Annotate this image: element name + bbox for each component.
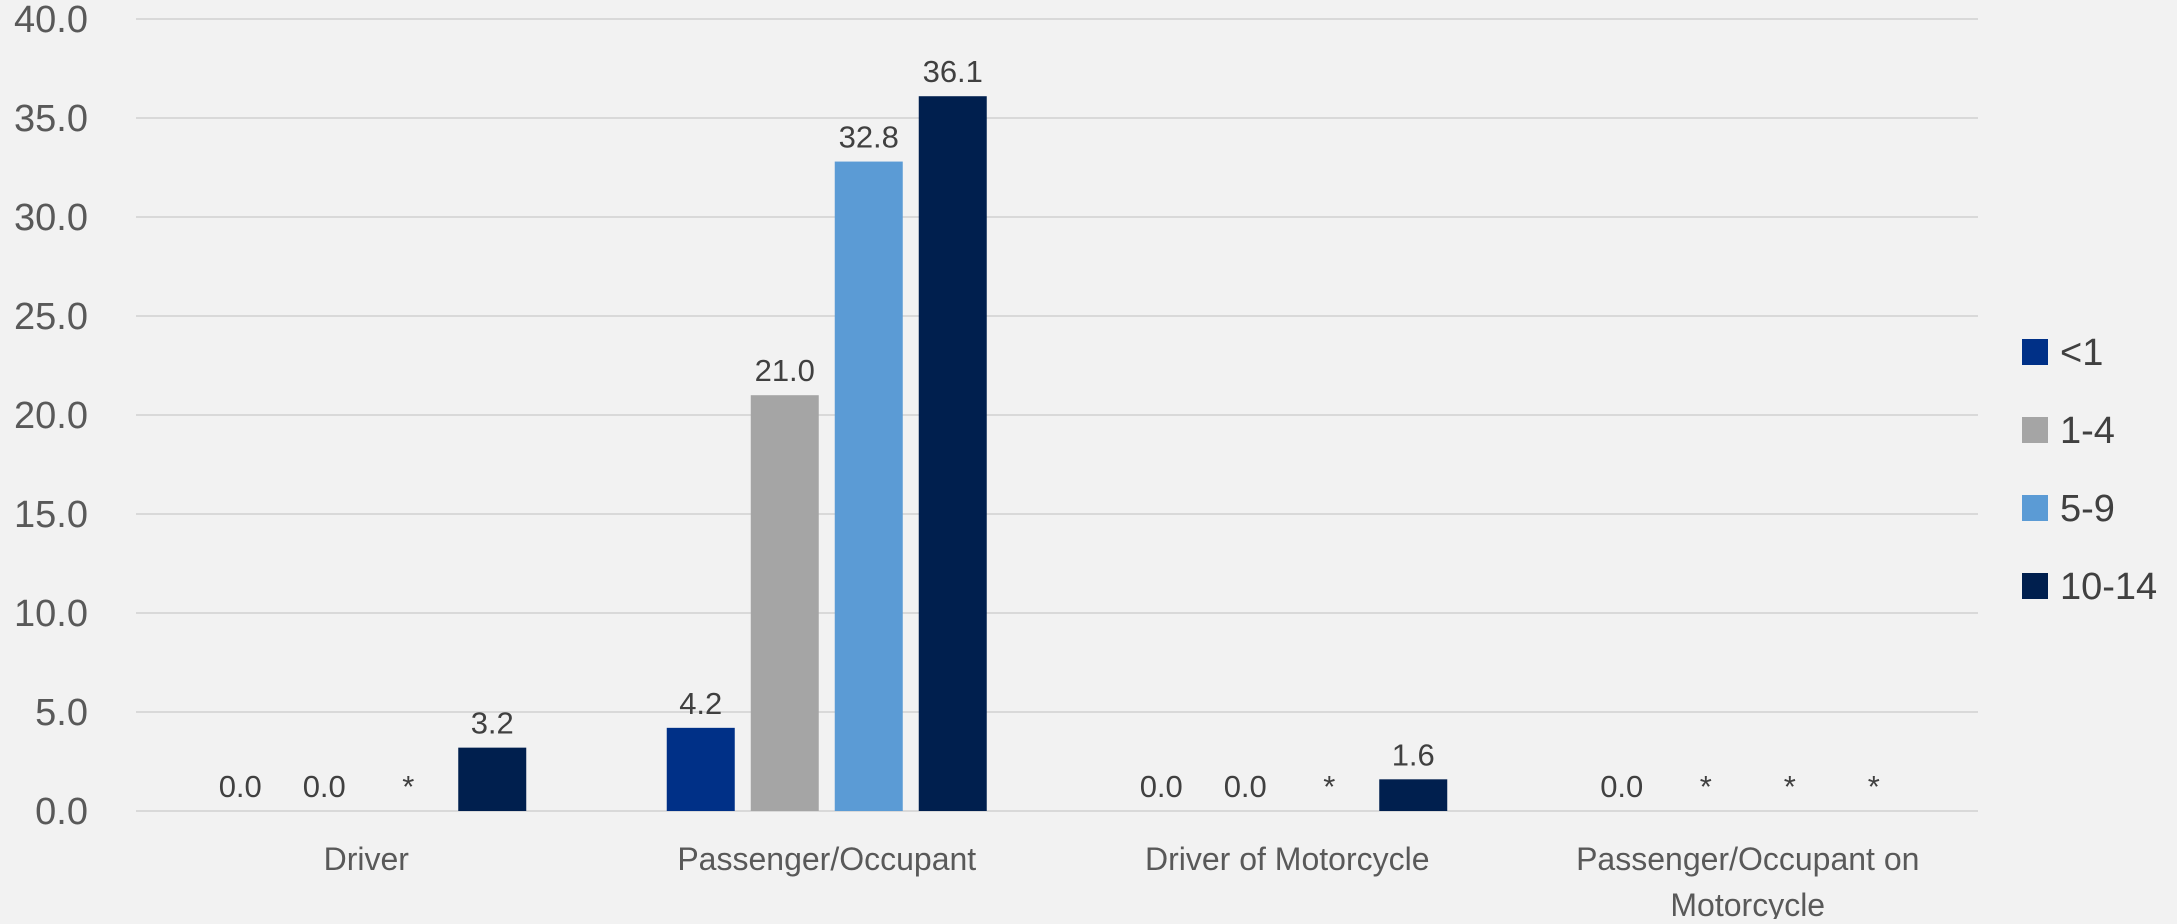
data-label: 21.0 [755,353,815,388]
y-tick-label: 25.0 [14,296,88,338]
data-labels: 0.0 0.0 * 3.2 4.2 21.0 32.8 36.1 0.0 0.0 * 1.6 0.0 * *… [219,54,1880,804]
bars [458,96,1448,812]
legend-label: <1 [2060,332,2103,374]
data-label: 0.0 [1224,769,1267,804]
legend-label: 5-9 [2060,488,2115,530]
legend-swatch [2022,339,2048,365]
y-tick-label: 15.0 [14,494,88,536]
x-tick-label: Passenger/Occupant on Motorcycle [1576,841,1919,919]
y-tick-label: 5.0 [35,692,88,734]
bar [1379,779,1448,811]
legend-swatch [2022,417,2048,443]
y-tick-label: 20.0 [14,395,88,437]
bar [918,96,987,812]
data-label: * [1868,769,1880,804]
legend-swatch [2022,573,2048,599]
bar [458,747,527,811]
data-label: 0.0 [1140,769,1183,804]
legend-label: 1-4 [2060,410,2115,452]
y-tick-label: 0.0 [35,791,88,833]
gridlines [136,18,1978,812]
y-axis-ticks: 0.0 5.0 10.0 15.0 20.0 25.0 30.0 35.0 40.0 [14,0,88,833]
data-label: 0.0 [219,769,262,804]
data-label: * [1323,769,1335,804]
data-label: 32.8 [839,120,899,155]
y-tick-label: 30.0 [14,197,88,239]
y-tick-label: 40.0 [14,0,88,41]
x-tick-label: Driver [324,841,410,877]
y-tick-label: 10.0 [14,593,88,635]
legend-label: 10-14 [2060,566,2157,608]
bar [750,395,819,811]
data-label: 0.0 [1600,769,1643,804]
data-label: * [1700,769,1712,804]
data-label: 36.1 [923,54,983,89]
bar [666,727,735,811]
x-axis-ticks: Driver Passenger/Occupant Driver of Motorc… [324,841,1920,923]
bar [834,161,903,811]
data-label: 4.2 [679,686,722,721]
x-tick-label: Driver of Motorcycle [1145,841,1430,877]
x-tick-label: Passenger/Occupant [677,841,976,877]
data-label: * [1784,769,1796,804]
data-label: * [402,769,414,804]
legend-swatch [2022,495,2048,521]
data-label: 3.2 [471,706,514,741]
legend: <1 1-4 5-9 10-14 [2022,332,2157,608]
data-label: 0.0 [303,769,346,804]
y-tick-label: 35.0 [14,98,88,140]
data-label: 1.6 [1392,737,1435,772]
